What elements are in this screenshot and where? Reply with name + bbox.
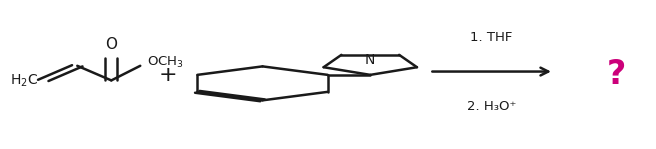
Text: +: + [158,65,177,84]
Text: N: N [365,53,375,67]
Text: OCH$_3$: OCH$_3$ [147,55,184,70]
Text: H$_2$C: H$_2$C [10,72,38,89]
Text: O: O [106,37,117,52]
Text: 1. THF: 1. THF [470,31,513,44]
Text: ?: ? [606,58,626,91]
Text: 2. H₃O⁺: 2. H₃O⁺ [467,100,516,114]
